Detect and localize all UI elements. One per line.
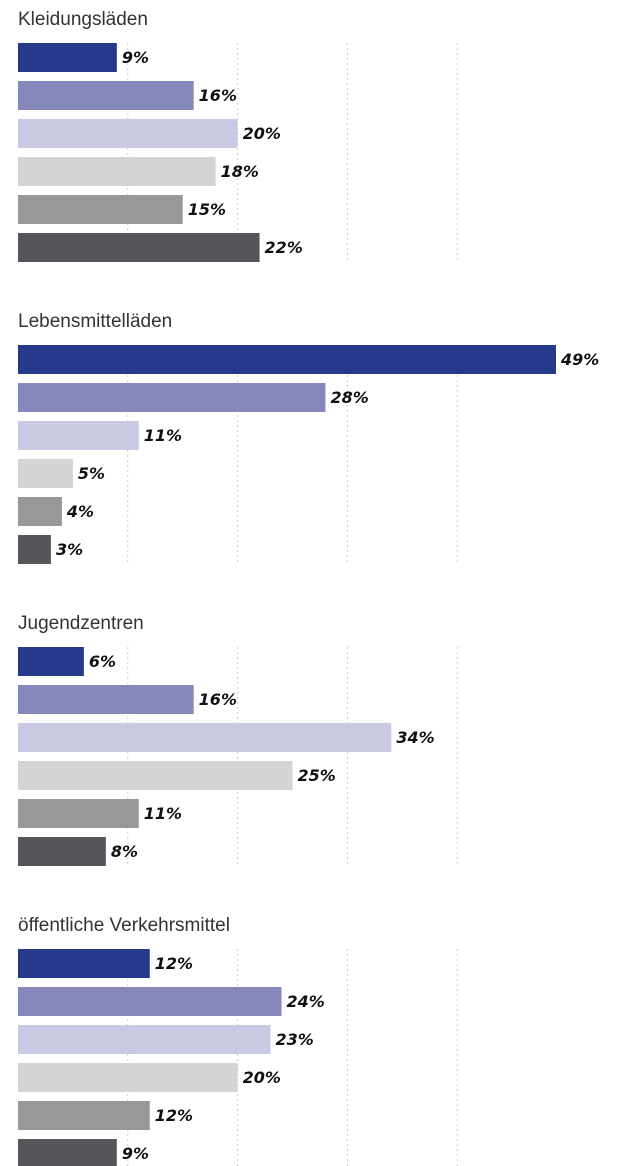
value-label: 20% — [243, 124, 281, 143]
bar — [18, 1101, 150, 1130]
bar — [18, 195, 183, 224]
value-label: 23% — [276, 1030, 314, 1049]
value-label: 34% — [396, 728, 434, 747]
bar — [18, 383, 326, 412]
bar — [18, 1063, 238, 1092]
value-label: 6% — [89, 652, 116, 671]
value-label: 3% — [56, 540, 83, 559]
chart-title: Lebensmittelläden — [18, 311, 172, 332]
bar — [18, 233, 260, 262]
value-label: 22% — [265, 238, 303, 257]
bar — [18, 987, 282, 1016]
bar — [18, 949, 150, 978]
value-label: 25% — [298, 766, 336, 785]
value-label: 4% — [66, 502, 94, 521]
value-label: 11% — [144, 804, 182, 823]
value-label: 16% — [199, 690, 237, 709]
value-label: 5% — [78, 464, 105, 483]
value-label: 16% — [199, 86, 237, 105]
chart-title: Kleidungsläden — [18, 9, 148, 30]
bar — [18, 799, 139, 828]
bar — [18, 685, 194, 714]
bar — [18, 497, 62, 526]
chart-title: öffentliche Verkehrsmittel — [18, 915, 230, 936]
bar — [18, 421, 139, 450]
bar — [18, 157, 216, 186]
value-label: 18% — [221, 162, 259, 181]
bar — [18, 723, 392, 752]
value-label: 28% — [330, 388, 368, 407]
value-label: 9% — [122, 48, 149, 67]
value-label: 12% — [155, 954, 193, 973]
value-label: 11% — [144, 426, 182, 445]
bar — [18, 1139, 117, 1166]
bar — [18, 119, 238, 148]
value-label: 12% — [155, 1106, 193, 1125]
bar — [18, 345, 557, 374]
chart-title: Jugendzentren — [18, 613, 144, 634]
bar — [18, 837, 106, 866]
bar — [18, 647, 84, 676]
bar — [18, 459, 73, 488]
value-label: 9% — [122, 1144, 149, 1163]
bar — [18, 1025, 271, 1054]
bar — [18, 535, 51, 564]
bar — [18, 761, 293, 790]
value-label: 15% — [188, 200, 226, 219]
value-label: 20% — [243, 1068, 281, 1087]
value-label: 24% — [287, 992, 325, 1011]
bar — [18, 43, 117, 72]
bar — [18, 81, 194, 110]
value-label: 8% — [111, 842, 138, 861]
value-label: 49% — [560, 350, 599, 369]
